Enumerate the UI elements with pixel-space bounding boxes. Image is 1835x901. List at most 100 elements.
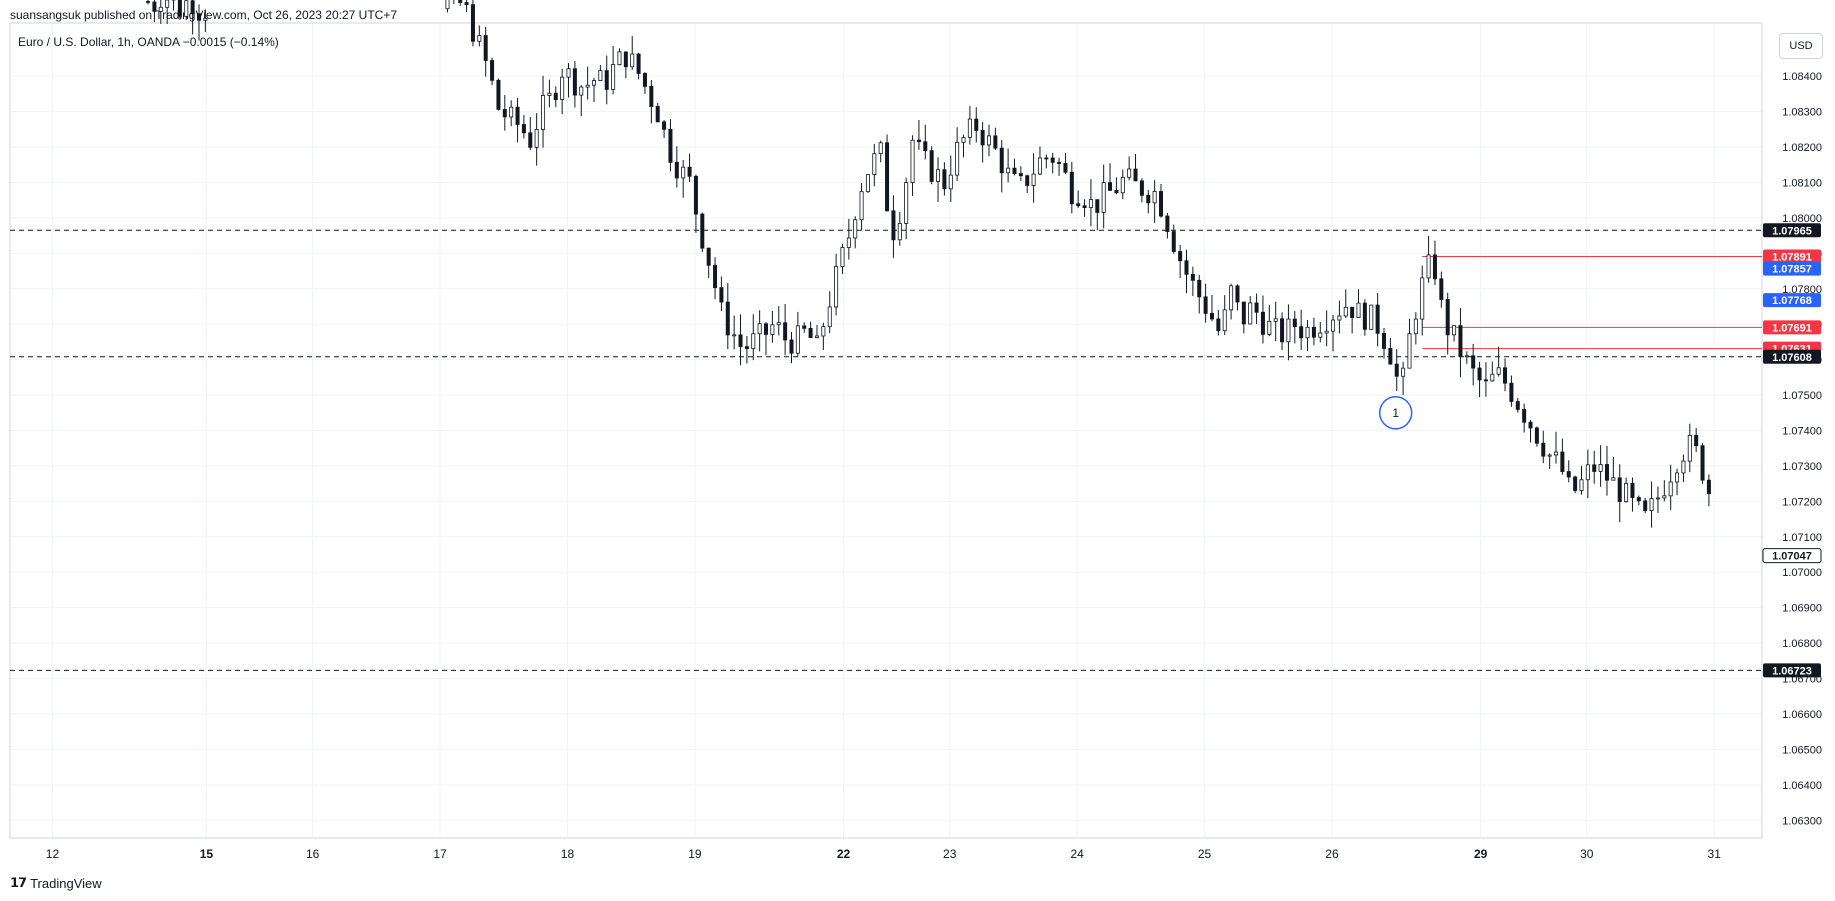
candle <box>1579 465 1584 495</box>
candle-body <box>834 266 839 308</box>
candle <box>1095 199 1100 231</box>
candle <box>1139 178 1144 203</box>
candle <box>547 79 552 108</box>
candle-body <box>1337 315 1342 321</box>
candle <box>827 291 832 334</box>
tradingview-logo-text: TradingView <box>30 875 102 891</box>
candle <box>1630 477 1635 512</box>
candle <box>502 94 507 131</box>
candle <box>1165 212 1170 239</box>
candle <box>1573 475 1578 494</box>
candle-body <box>592 80 597 86</box>
price-tag-bg <box>1763 293 1821 308</box>
candle-body <box>1171 231 1176 252</box>
candle-body <box>885 142 890 212</box>
price-tag: 1.07608 <box>1763 349 1821 364</box>
candle <box>1050 152 1055 174</box>
candle-body <box>1649 498 1654 511</box>
candle-body <box>910 139 915 183</box>
candle <box>853 216 858 249</box>
candle <box>177 0 182 20</box>
candle-body <box>158 6 163 12</box>
candle <box>1439 271 1444 308</box>
candle <box>1420 265 1425 336</box>
candle <box>1299 309 1304 350</box>
candle-body <box>1127 168 1132 178</box>
price-tick-label: 1.08100 <box>1782 177 1822 189</box>
candle-body <box>477 35 482 42</box>
candle <box>1445 292 1450 355</box>
candle-body <box>719 287 724 303</box>
candle <box>1388 337 1393 365</box>
candle <box>1178 244 1183 279</box>
candle <box>1369 304 1374 330</box>
candle <box>158 0 163 24</box>
candle-body <box>840 247 845 267</box>
annotation-marker[interactable]: 1 <box>1378 396 1413 430</box>
candle-body <box>470 4 475 42</box>
candle-body <box>1165 215 1170 232</box>
candle-body <box>1095 199 1100 213</box>
candle <box>1197 274 1202 314</box>
candle <box>604 55 609 105</box>
candle <box>1209 295 1214 322</box>
candle-body <box>146 1 151 3</box>
price-tag-bg <box>1763 320 1821 335</box>
horizontal-levels[interactable] <box>10 229 1762 671</box>
candle <box>477 25 482 47</box>
candle-body <box>1305 326 1310 339</box>
candle <box>146 0 151 5</box>
time-tick-label: 19 <box>688 847 702 861</box>
candle <box>1509 375 1514 407</box>
candle <box>1554 431 1559 464</box>
candle-body <box>1547 454 1552 457</box>
candle-body <box>1254 302 1259 313</box>
time-tick-label: 18 <box>561 847 575 861</box>
candle-body <box>528 132 533 148</box>
candle <box>630 36 635 70</box>
candle <box>1152 180 1157 223</box>
candle <box>453 0 455 4</box>
price-tick-label: 1.07800 <box>1782 284 1822 296</box>
candle-body <box>1025 175 1030 186</box>
candle-body <box>655 106 660 123</box>
candle <box>795 311 800 357</box>
candle <box>910 135 915 196</box>
candle <box>1088 179 1093 227</box>
candle <box>751 314 756 361</box>
candle-body <box>1617 477 1622 502</box>
time-tick-label: 31 <box>1708 847 1722 861</box>
time-axis[interactable]: 12 15 16 17 18 19 22 23 24 25 26 29 30 31 <box>46 847 1721 861</box>
candle <box>470 0 475 47</box>
candle-body <box>967 118 972 138</box>
candle-body <box>878 142 883 155</box>
candle <box>967 106 972 145</box>
candle <box>916 120 921 150</box>
tradingview-logo[interactable]: 𝟭𝟳 TradingView <box>10 875 102 891</box>
candle <box>1375 293 1380 347</box>
candle <box>1305 319 1310 352</box>
candle <box>541 75 546 148</box>
candle <box>738 314 743 366</box>
candle-body <box>502 109 507 118</box>
candle <box>1260 295 1265 344</box>
candle-body <box>1464 355 1469 358</box>
candle-body <box>1248 302 1253 325</box>
candle-body <box>859 191 864 221</box>
price-axis[interactable]: 1.084001.083001.082001.081001.080001.079… <box>1782 71 1822 827</box>
candle <box>1146 189 1151 214</box>
candle <box>719 276 724 312</box>
currency-button[interactable]: USD <box>1779 33 1823 59</box>
candle <box>1273 301 1278 342</box>
price-tag-label: 1.07965 <box>1772 225 1812 237</box>
candle-body <box>1044 157 1049 160</box>
candle-body <box>916 139 921 143</box>
candle-body <box>1133 168 1138 182</box>
candle <box>1337 300 1342 334</box>
price-tick-label: 1.07200 <box>1782 496 1822 508</box>
candle <box>1171 224 1176 254</box>
candle-body <box>1668 481 1673 497</box>
candle-body <box>1381 332 1386 349</box>
